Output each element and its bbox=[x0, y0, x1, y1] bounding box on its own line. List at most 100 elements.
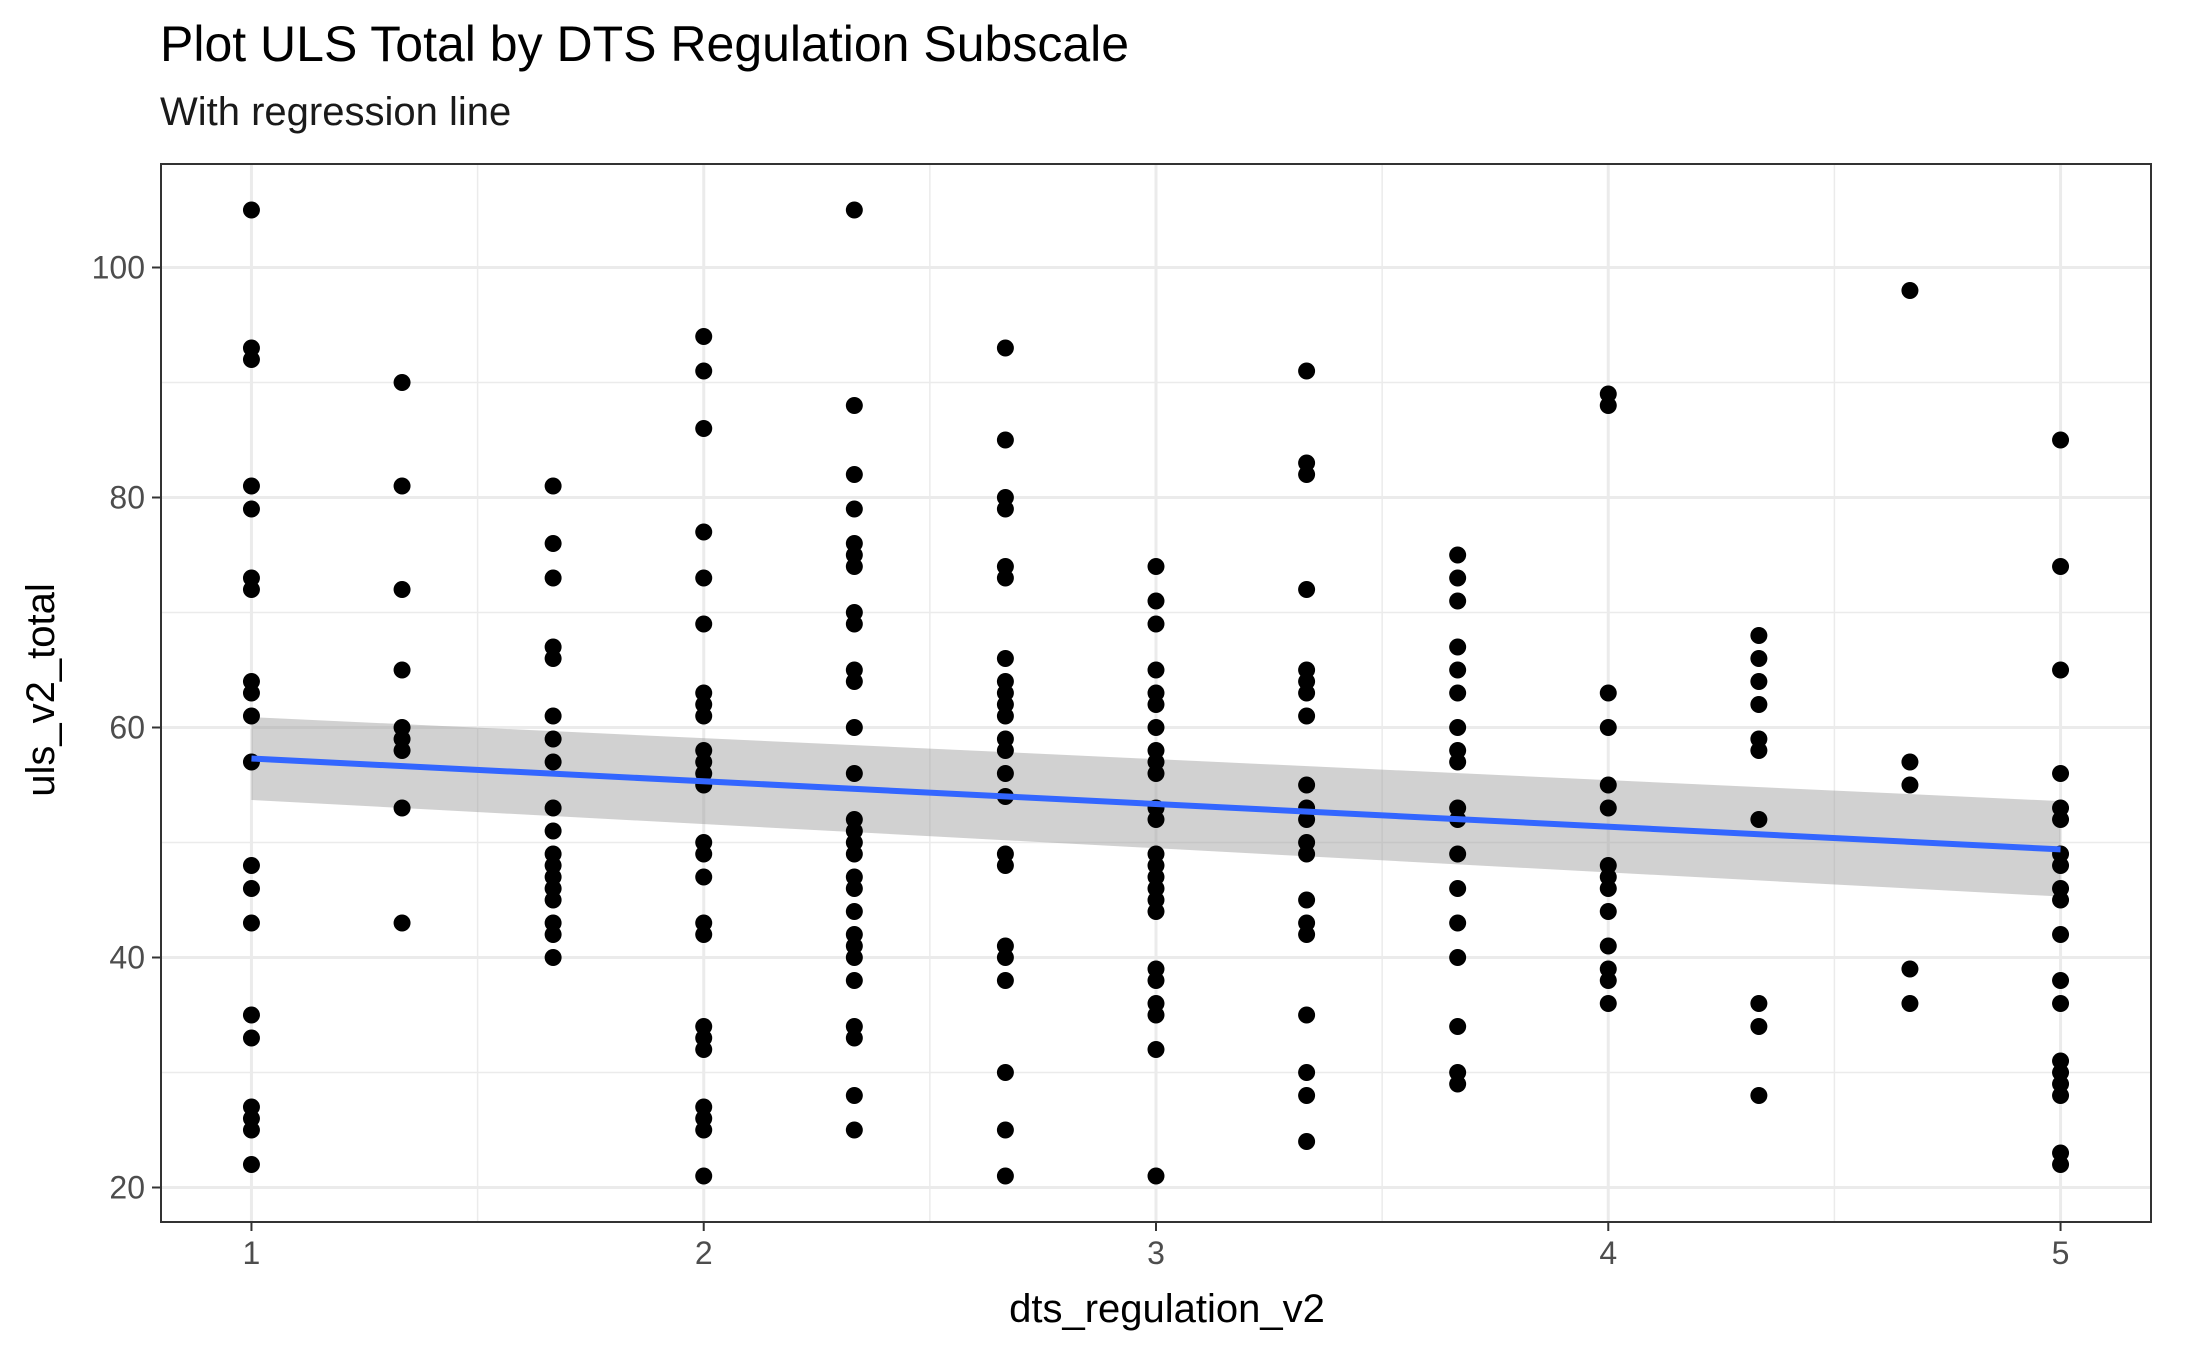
data-point bbox=[845, 201, 863, 219]
data-point bbox=[242, 684, 260, 702]
data-point bbox=[1449, 753, 1467, 771]
data-point bbox=[1599, 684, 1617, 702]
data-points bbox=[242, 201, 2070, 1185]
data-point bbox=[242, 1121, 260, 1139]
data-point bbox=[2052, 558, 2070, 575]
data-point bbox=[544, 477, 562, 495]
data-point bbox=[845, 1121, 863, 1139]
data-point bbox=[1599, 719, 1617, 736]
data-point bbox=[695, 420, 713, 437]
data-point bbox=[1298, 811, 1316, 828]
data-point bbox=[996, 339, 1014, 357]
data-point bbox=[1298, 891, 1316, 909]
data-point bbox=[2052, 972, 2070, 989]
data-point bbox=[1901, 995, 1919, 1012]
data-point bbox=[695, 523, 713, 541]
data-point bbox=[996, 742, 1014, 759]
data-point bbox=[544, 535, 562, 552]
data-point bbox=[1147, 1167, 1165, 1185]
data-point bbox=[393, 799, 411, 817]
data-point bbox=[242, 477, 260, 495]
data-point bbox=[1147, 765, 1165, 782]
data-point bbox=[1599, 995, 1617, 1012]
data-point bbox=[845, 765, 863, 782]
data-point bbox=[845, 903, 863, 920]
data-point bbox=[393, 581, 411, 598]
data-point bbox=[1147, 558, 1165, 575]
data-point bbox=[996, 1064, 1014, 1081]
data-point bbox=[393, 477, 411, 495]
data-point bbox=[1449, 845, 1467, 863]
data-point bbox=[2052, 1156, 2070, 1173]
data-point bbox=[1449, 1018, 1467, 1035]
data-point bbox=[1298, 1133, 1316, 1150]
data-point bbox=[1147, 719, 1165, 736]
data-point bbox=[996, 949, 1014, 966]
data-point bbox=[845, 1029, 863, 1047]
data-point bbox=[2052, 431, 2070, 449]
data-point bbox=[845, 466, 863, 483]
data-point bbox=[1599, 937, 1617, 955]
data-point bbox=[845, 719, 863, 736]
data-point bbox=[1750, 673, 1768, 690]
y-axis: 20 40 60 80 100 bbox=[92, 250, 161, 1206]
y-tick-label: 100 bbox=[92, 250, 145, 286]
data-point bbox=[1449, 569, 1467, 587]
data-point bbox=[242, 880, 260, 897]
x-tick-label: 2 bbox=[695, 1235, 713, 1271]
y-tick-label: 40 bbox=[109, 940, 145, 976]
data-point bbox=[1599, 397, 1617, 414]
data-point bbox=[242, 201, 260, 219]
data-point bbox=[996, 707, 1014, 725]
data-point bbox=[1449, 880, 1467, 897]
data-point bbox=[1449, 592, 1467, 610]
data-point bbox=[996, 431, 1014, 449]
data-point bbox=[695, 615, 713, 633]
data-point bbox=[1449, 638, 1467, 656]
data-point bbox=[242, 1156, 260, 1173]
data-point bbox=[845, 972, 863, 989]
data-point bbox=[845, 558, 863, 575]
data-point bbox=[695, 707, 713, 725]
data-point bbox=[1449, 661, 1467, 679]
data-point bbox=[544, 753, 562, 771]
data-point bbox=[845, 1087, 863, 1104]
data-point bbox=[695, 845, 713, 863]
data-point bbox=[996, 569, 1014, 587]
data-point bbox=[242, 914, 260, 932]
data-point bbox=[2052, 891, 2070, 909]
data-point bbox=[1750, 742, 1768, 759]
data-point bbox=[1599, 903, 1617, 920]
y-tick-label: 80 bbox=[109, 480, 145, 516]
data-point bbox=[1599, 776, 1617, 794]
data-point bbox=[695, 1041, 713, 1058]
data-point bbox=[845, 500, 863, 518]
data-point bbox=[845, 397, 863, 414]
data-point bbox=[1298, 926, 1316, 943]
data-point bbox=[1901, 753, 1919, 771]
data-point bbox=[1298, 684, 1316, 702]
data-point bbox=[1147, 592, 1165, 610]
data-point bbox=[1901, 776, 1919, 794]
data-point bbox=[1901, 960, 1919, 978]
y-tick-label: 20 bbox=[109, 1170, 145, 1206]
data-point bbox=[393, 661, 411, 679]
data-point bbox=[1449, 719, 1467, 736]
data-point bbox=[1147, 1041, 1165, 1058]
data-point bbox=[242, 581, 260, 598]
data-point bbox=[845, 673, 863, 690]
data-point bbox=[544, 926, 562, 943]
data-point bbox=[242, 857, 260, 874]
data-point bbox=[996, 650, 1014, 667]
data-point bbox=[1599, 880, 1617, 897]
data-point bbox=[1298, 776, 1316, 794]
data-point bbox=[1750, 627, 1768, 644]
data-point bbox=[1449, 546, 1467, 564]
data-point bbox=[996, 500, 1014, 518]
data-point bbox=[2052, 995, 2070, 1012]
data-point bbox=[695, 362, 713, 380]
data-point bbox=[1449, 684, 1467, 702]
data-point bbox=[1298, 1064, 1316, 1081]
data-point bbox=[393, 742, 411, 759]
